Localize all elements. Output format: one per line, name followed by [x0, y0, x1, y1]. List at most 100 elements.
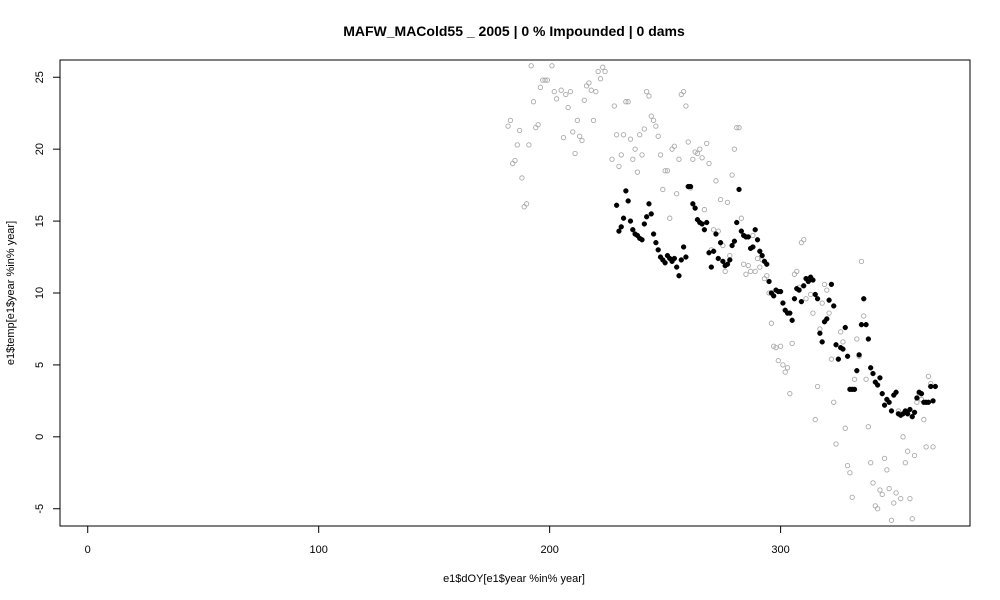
observed-point [572, 150, 578, 157]
x-tick-label: 200 [540, 544, 558, 556]
observed-point [620, 132, 627, 138]
observed-point [505, 123, 511, 129]
observed-point [775, 357, 781, 364]
observed-point [694, 150, 701, 157]
observed-point [911, 452, 918, 459]
predicted-point [918, 391, 925, 397]
observed-point [849, 494, 855, 500]
observed-point [588, 87, 594, 93]
observed-point [581, 97, 587, 103]
predicted-point [814, 296, 821, 302]
observed-point [583, 83, 590, 89]
observed-point [724, 199, 731, 206]
predicted-point [904, 411, 911, 417]
observed-point [757, 264, 763, 270]
observed-point [865, 424, 872, 430]
observed-point [590, 117, 597, 124]
observed-point [655, 133, 661, 139]
predicted-point [874, 382, 881, 388]
predicted-point [879, 391, 885, 397]
observed-point [904, 448, 911, 454]
observed-point [717, 196, 724, 203]
observed-point [521, 204, 527, 210]
observed-point [627, 136, 634, 142]
predicted-point [701, 227, 708, 233]
observed-point [858, 258, 865, 265]
observed-point [923, 444, 929, 450]
observed-point [516, 127, 523, 134]
observed-point [650, 117, 657, 124]
predicted-point [720, 258, 726, 265]
y-tick-label: 0 [34, 434, 46, 440]
observed-point [736, 124, 742, 131]
observed-point [535, 122, 541, 128]
observed-point [680, 88, 687, 95]
observed-point [713, 178, 719, 184]
predicted-point [683, 254, 689, 260]
observed-point [623, 99, 629, 105]
observed-point [671, 143, 678, 149]
observed-point [512, 158, 518, 164]
predicted-point [930, 398, 936, 404]
predicted-point [911, 409, 918, 416]
predicted-point [826, 297, 832, 303]
observed-point [761, 275, 768, 282]
predicted-point [861, 296, 867, 302]
observed-point [794, 268, 800, 275]
observed-point [851, 376, 858, 382]
observed-point [826, 310, 832, 316]
predicted-point [854, 368, 860, 374]
observed-point [754, 255, 761, 262]
predicted-point [650, 231, 657, 237]
observed-point [567, 88, 574, 95]
observed-point [609, 156, 615, 162]
observed-point [874, 506, 881, 512]
observed-point [558, 87, 564, 93]
predicted-point [676, 273, 682, 279]
observed-point [729, 172, 735, 178]
predicted-point [865, 336, 872, 342]
observed-point [886, 485, 892, 492]
observed-point [838, 329, 844, 335]
observed-point [831, 399, 837, 405]
observed-point [690, 156, 696, 162]
observed-point [930, 444, 936, 450]
observed-point [613, 132, 620, 138]
observed-point [706, 160, 712, 167]
observed-point [618, 152, 624, 158]
observed-point [616, 163, 622, 170]
predicted-point [789, 317, 795, 323]
observed-point [745, 263, 751, 269]
predicted-point [648, 211, 654, 217]
observed-point [879, 491, 885, 498]
y-tick-label: 25 [34, 71, 46, 83]
observed-point [844, 462, 851, 469]
observed-point [752, 268, 758, 275]
predicted-point [750, 244, 756, 250]
observed-point [530, 99, 537, 105]
predicted-point [736, 186, 742, 193]
y-tick-label: -5 [34, 504, 46, 514]
observed-point [565, 104, 571, 111]
predicted-point [757, 248, 763, 254]
plot-frame [59, 59, 971, 527]
x-tick-label: 0 [85, 544, 91, 556]
predicted-point [710, 248, 717, 254]
observed-point [812, 416, 818, 423]
predicted-point [655, 247, 661, 253]
predicted-point [777, 288, 784, 295]
points-layer [505, 63, 939, 523]
observed-point [854, 336, 860, 342]
predicted-point [627, 218, 634, 224]
observed-point [780, 362, 786, 368]
observed-point [921, 416, 927, 423]
predicted-point [764, 261, 770, 267]
observed-point [528, 63, 534, 69]
observed-point [863, 376, 869, 382]
observed-point [526, 142, 532, 148]
observed-point [870, 480, 876, 486]
observed-point [551, 88, 557, 95]
observed-point [914, 399, 920, 405]
observed-point [817, 326, 823, 332]
predicted-point [643, 214, 650, 220]
